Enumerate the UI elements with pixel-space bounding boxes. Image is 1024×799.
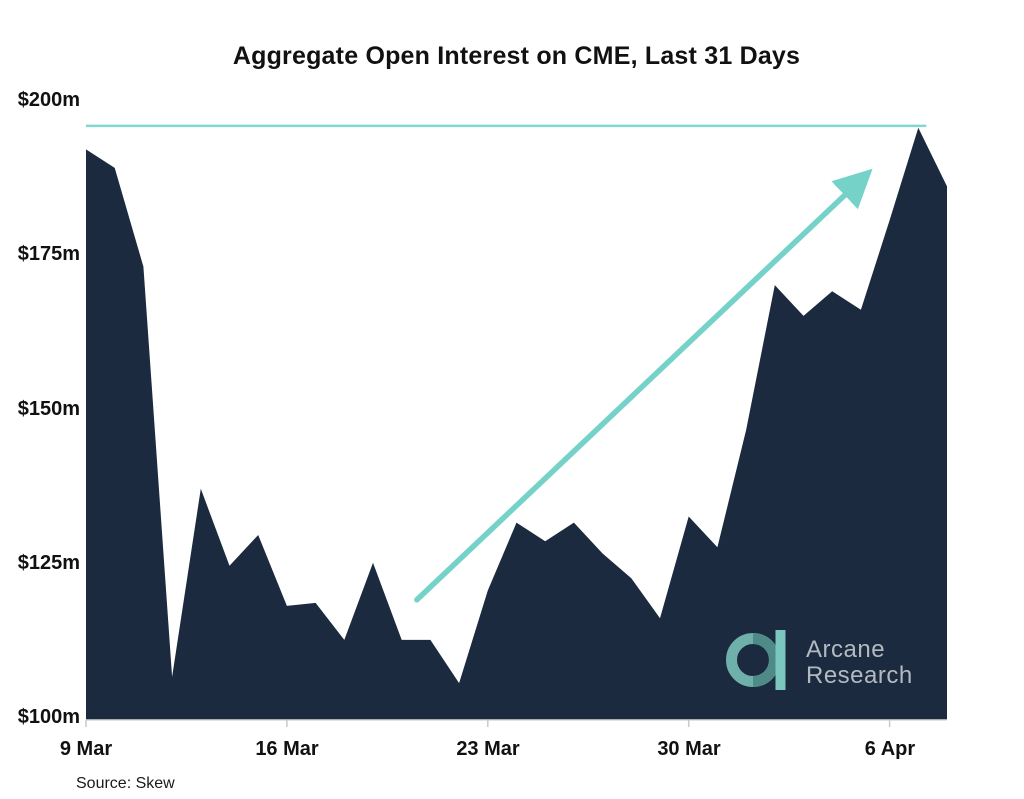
arcane-logo: Arcane Research	[726, 630, 913, 690]
x-tick-label: 6 Apr	[864, 738, 916, 760]
x-tick-marks	[85, 720, 891, 727]
y-tick-label: $125m	[17, 552, 80, 574]
chart-title: Aggregate Open Interest on CME, Last 31 …	[232, 42, 801, 70]
source-note: Source: Skew	[76, 775, 175, 792]
x-tick-label: 9 Mar	[59, 738, 113, 760]
y-tick-label: $200m	[17, 89, 80, 111]
area-series	[86, 127, 947, 721]
x-tick-label: 16 Mar	[255, 738, 319, 760]
x-tick-label: 30 Mar	[657, 738, 721, 760]
y-tick-label: $100m	[17, 706, 80, 728]
logo-bar-icon	[775, 630, 786, 690]
y-tick-label: $150m	[17, 398, 80, 420]
y-tick-label: $175m	[17, 243, 80, 265]
logo-text-line2: Research	[806, 662, 913, 689]
x-tick-label: 23 Mar	[456, 738, 520, 760]
trend-arrow	[414, 168, 873, 603]
logo-ring-right-icon	[752, 633, 780, 687]
logo-text-line1: Arcane	[806, 636, 885, 663]
